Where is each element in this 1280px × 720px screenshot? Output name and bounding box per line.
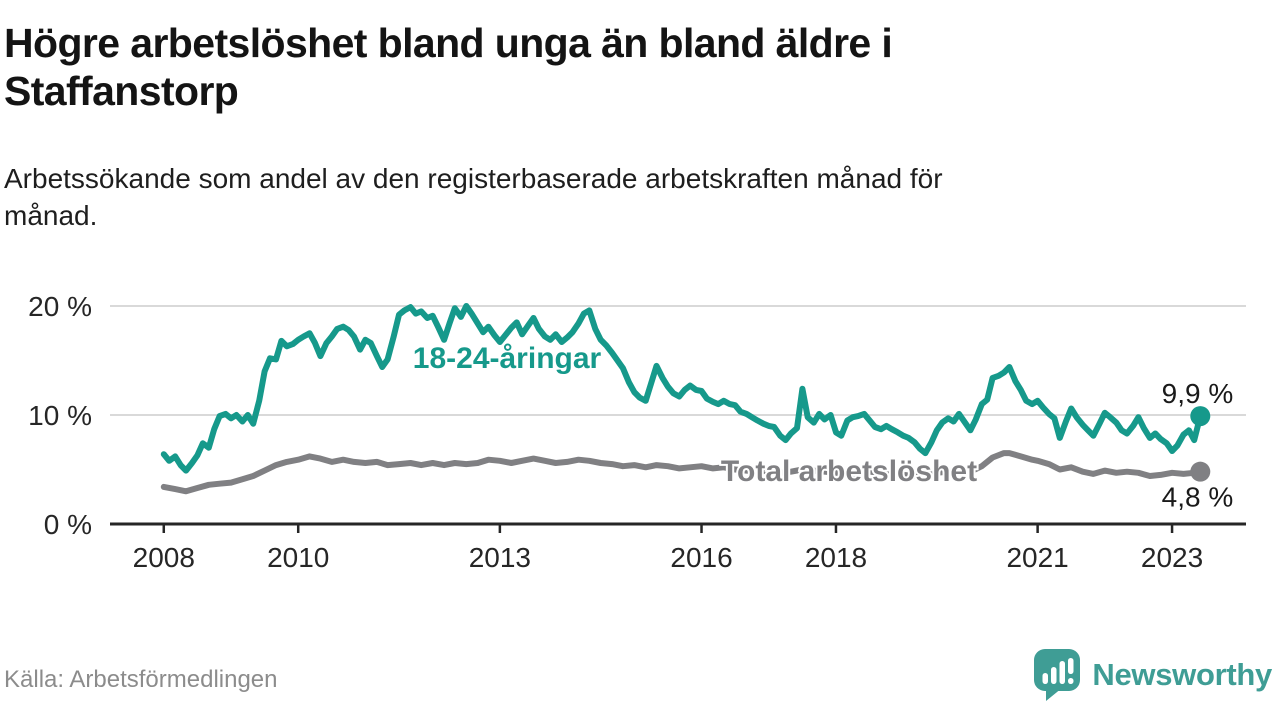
x-axis-ticks bbox=[162, 524, 1174, 533]
gridlines bbox=[110, 305, 1246, 416]
chart-subtitle-line2: månad. bbox=[4, 200, 98, 232]
page-title-line1: Högre arbetslöshet bland unga än bland ä… bbox=[4, 20, 893, 66]
y-axis-labels: 0 % 10 % 20 % bbox=[28, 291, 92, 540]
svg-text:2021: 2021 bbox=[1006, 542, 1068, 573]
source-note: Källa: Arbetsförmedlingen bbox=[4, 666, 278, 693]
svg-text:20 %: 20 % bbox=[28, 291, 92, 322]
youth-end-value-label: 9,9 % bbox=[1162, 378, 1234, 409]
svg-text:2010: 2010 bbox=[267, 542, 329, 573]
svg-text:10 %: 10 % bbox=[28, 400, 92, 431]
total-series-line bbox=[160, 450, 1204, 495]
page-title-line2: Staffanstorp bbox=[4, 67, 239, 114]
newsworthy-logo: Newsworthy bbox=[1033, 648, 1272, 702]
total-endpoint-dot bbox=[1190, 461, 1211, 482]
chart-subtitle: Arbetssökande som andel av den registerb… bbox=[4, 160, 1204, 234]
svg-text:2013: 2013 bbox=[469, 542, 531, 573]
svg-text:0 %: 0 % bbox=[44, 509, 92, 540]
newsworthy-speech-bubble-chart-icon bbox=[1034, 649, 1081, 701]
svg-text:2008: 2008 bbox=[133, 542, 195, 573]
svg-text:2018: 2018 bbox=[805, 542, 867, 573]
svg-text:2016: 2016 bbox=[670, 542, 732, 573]
youth-endpoint-dot bbox=[1190, 406, 1211, 427]
total-series-label: Total arbetslöshet bbox=[721, 455, 977, 488]
chart-subtitle-line1: Arbetssökande som andel av den registerb… bbox=[4, 163, 943, 194]
youth-series-line bbox=[160, 303, 1204, 474]
page-title: Högre arbetslöshet bland unga än bland ä… bbox=[4, 20, 1254, 116]
x-axis-labels: 2008 2010 2013 2016 2018 2021 2023 bbox=[133, 542, 1204, 573]
youth-series-label: 18-24-åringar bbox=[413, 342, 602, 375]
total-end-value-label: 4,8 % bbox=[1162, 482, 1234, 513]
svg-text:2023: 2023 bbox=[1141, 542, 1203, 573]
newsworthy-wordmark: Newsworthy bbox=[1092, 657, 1272, 692]
